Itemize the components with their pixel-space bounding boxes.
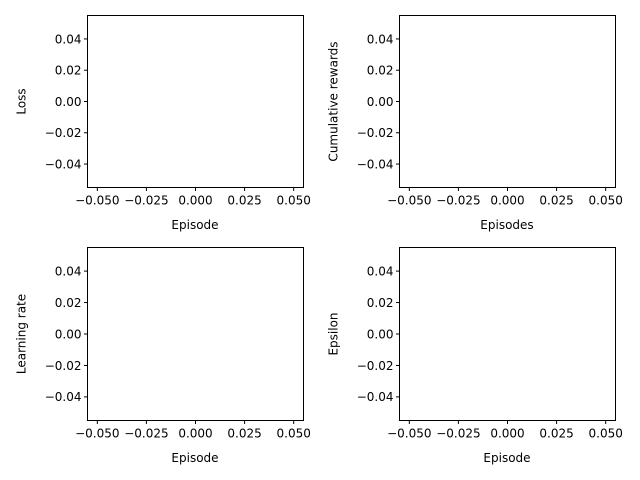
y-tick-label: 0.02: [367, 296, 394, 310]
y-tick-label: −0.02: [45, 359, 82, 373]
y-tick-label: 0.02: [367, 64, 394, 78]
y-tick-label: −0.04: [45, 390, 82, 404]
axes-frame: [399, 247, 616, 421]
x-tick-label: 0.050: [277, 194, 311, 208]
x-tick-label: 0.000: [490, 194, 524, 208]
y-tick-label: 0.04: [367, 32, 394, 46]
y-tick-label: 0.04: [55, 264, 82, 278]
x-tick-label: 0.000: [178, 427, 212, 441]
y-tick-label: 0.00: [55, 95, 82, 109]
x-tick-label: 0.000: [178, 194, 212, 208]
x-axis-label: Episodes: [480, 218, 533, 232]
x-tick-label: 0.000: [490, 427, 524, 441]
x-axis-label: Episode: [171, 218, 218, 232]
x-tick-label: −0.050: [387, 427, 431, 441]
y-tick-label: −0.04: [357, 390, 394, 404]
y-tick-label: −0.02: [357, 126, 394, 140]
tick-group: −0.050 −0.025 0.000 0.025 0.050 0.04 0.02 0.00 −…: [357, 264, 623, 440]
x-tick-label: −0.025: [124, 194, 168, 208]
x-tick-label: −0.050: [387, 194, 431, 208]
y-tick-label: 0.00: [367, 95, 394, 109]
y-axis-label: Cumulative rewards: [327, 41, 341, 161]
y-tick-label: 0.02: [55, 296, 82, 310]
x-tick-label: 0.025: [539, 427, 573, 441]
y-axis-label: Epsilon: [327, 312, 341, 355]
y-tick-label: 0.04: [367, 264, 394, 278]
x-tick-label: −0.050: [75, 427, 119, 441]
x-tick-label: 0.025: [539, 194, 573, 208]
subplot-loss: −0.050 −0.025 0.000 0.025 0.050 0.04 0.02 0.00 −…: [15, 15, 311, 232]
x-tick-label: 0.025: [227, 427, 261, 441]
subplot-epsilon: −0.050 −0.025 0.000 0.025 0.050 0.04 0.02 0.00 −…: [327, 247, 623, 465]
y-tick-label: 0.00: [367, 327, 394, 341]
x-tick-label: 0.050: [589, 194, 623, 208]
tick-group: −0.050 −0.025 0.000 0.025 0.050 0.04 0.02 0.00 −…: [45, 264, 311, 440]
y-tick-label: 0.02: [55, 64, 82, 78]
tick-group: −0.050 −0.025 0.000 0.025 0.050 0.04 0.02 0.00 −…: [357, 32, 623, 207]
axes-frame: [87, 247, 304, 421]
x-tick-label: −0.025: [436, 194, 480, 208]
y-tick-label: 0.04: [55, 32, 82, 46]
x-axis-label: Episode: [171, 451, 218, 465]
y-axis-label: Learning rate: [15, 294, 29, 374]
y-axis-label: Loss: [15, 88, 29, 114]
axes-frame: [399, 15, 616, 188]
x-tick-label: −0.025: [124, 427, 168, 441]
subplot-learning-rate: −0.050 −0.025 0.000 0.025 0.050 0.04 0.02 0.00 −…: [15, 247, 311, 465]
axes-frame: [87, 15, 304, 188]
x-axis-label: Episode: [483, 451, 530, 465]
y-tick-label: 0.00: [55, 327, 82, 341]
subplot-cumulative-rewards: −0.050 −0.025 0.000 0.025 0.050 0.04 0.02 0.00 −…: [327, 15, 623, 232]
y-tick-label: −0.04: [45, 157, 82, 171]
y-tick-label: −0.04: [357, 157, 394, 171]
x-tick-label: 0.025: [227, 194, 261, 208]
x-tick-label: −0.050: [75, 194, 119, 208]
x-tick-label: −0.025: [436, 427, 480, 441]
x-tick-label: 0.050: [589, 427, 623, 441]
tick-group: −0.050 −0.025 0.000 0.025 0.050 0.04 0.02 0.00 −…: [45, 32, 311, 207]
y-tick-label: −0.02: [357, 359, 394, 373]
x-tick-label: 0.050: [277, 427, 311, 441]
y-tick-label: −0.02: [45, 126, 82, 140]
